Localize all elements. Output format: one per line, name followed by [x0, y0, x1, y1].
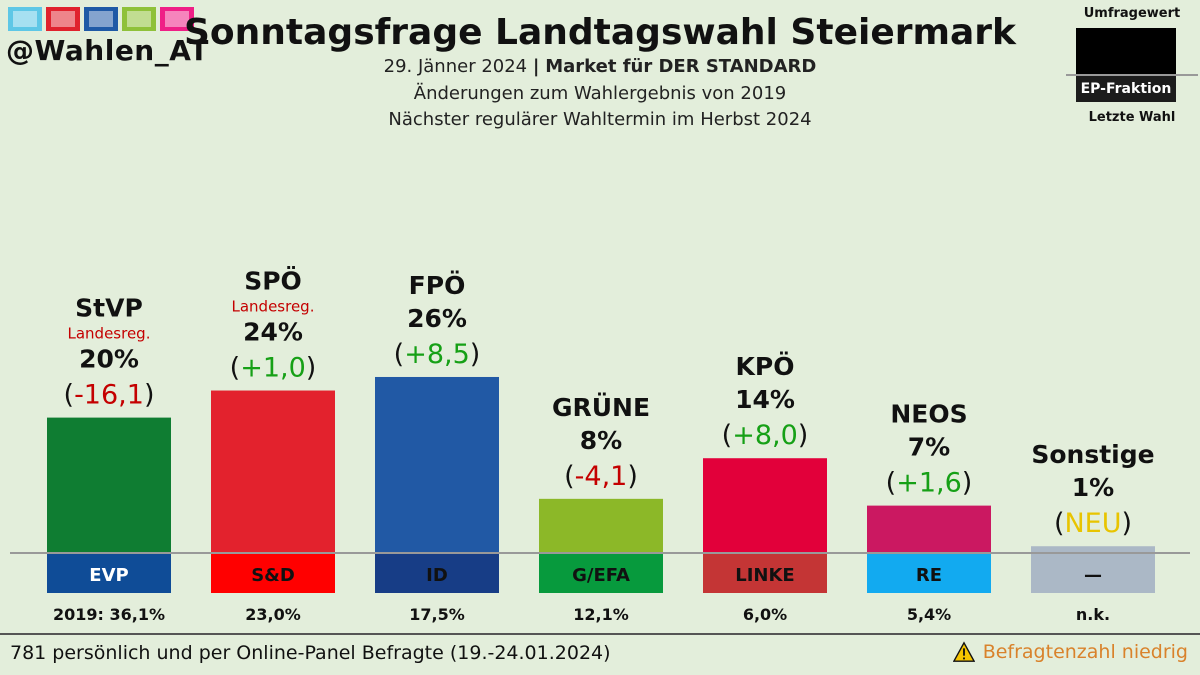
bar-party-6: Sonstige: [1031, 440, 1154, 469]
fraction-box-2: [375, 553, 499, 593]
bar-1: [211, 390, 335, 553]
last-election-3: 12,1%: [573, 605, 629, 624]
bar-change-5: (+1,6): [886, 468, 973, 499]
bar-change-6: (NEU): [1054, 508, 1132, 539]
bar-value-label-1: 24%: [243, 318, 303, 347]
bar-value-label-3: 8%: [580, 426, 622, 455]
subtitle-changes: Änderungen zum Wahlergebnis von 2019: [413, 83, 787, 104]
bar-value-label-0: 20%: [79, 345, 139, 374]
last-election-5: 5,4%: [907, 605, 951, 624]
fraction-label-3: G/EFA: [572, 565, 630, 586]
legend-last-election-label: Letzte Wahl: [1088, 110, 1176, 125]
fraction-label-4: LINKE: [735, 565, 794, 586]
bar-party-1: SPÖ: [244, 266, 302, 296]
poll-institute: Market für DER STANDARD: [545, 56, 817, 77]
bar-party-3: GRÜNE: [552, 392, 650, 422]
bar-2: [375, 376, 499, 553]
low-sample-text: Befragtenzahl niedrig: [982, 641, 1188, 663]
last-election-4: 6,0%: [743, 605, 787, 624]
fraction-label-5: RE: [916, 565, 942, 586]
legend-ep-fraction-label: EP-Fraktion: [1076, 76, 1176, 102]
fraction-box-1: [211, 553, 335, 593]
logo-block-3: [84, 7, 118, 31]
handle-label: @Wahlen_AT: [6, 34, 209, 67]
fraction-box-5: [867, 553, 991, 593]
bar-party-5: NEOS: [890, 400, 967, 429]
legend-poll-value-label: Umfragewert: [1083, 6, 1181, 21]
legend-baseline: [1066, 74, 1198, 76]
fraction-label-0: EVP: [89, 565, 128, 586]
bar-note-1: Landesreg.: [232, 298, 315, 316]
bar-note-0: Landesreg.: [68, 325, 151, 343]
subtitle-next-election: Nächster regulärer Wahltermin im Herbst …: [388, 109, 812, 130]
last-election-0: 2019: 36,1%: [53, 605, 165, 624]
chart-title: Sonntagsfrage Landtagswahl Steiermark: [184, 12, 1016, 53]
last-election-1: 23,0%: [245, 605, 301, 624]
bar-3: [539, 498, 663, 553]
fraction-label-2: ID: [426, 565, 448, 586]
bar-change-3: (-4,1): [564, 461, 638, 492]
bar-change-0: (-16,1): [64, 380, 155, 411]
poll-date: 29. Jänner 2024: [383, 56, 528, 77]
bar-6: [1031, 546, 1155, 553]
bar-change-4: (+8,0): [722, 420, 809, 451]
bar-0: [47, 417, 171, 553]
warning-icon: [952, 641, 975, 662]
bar-party-4: KPÖ: [736, 351, 795, 381]
bar-value-label-6: 1%: [1072, 473, 1114, 502]
subtitle-date-line: 29. Jänner 2024 | Market für DER STANDAR…: [0, 56, 1200, 77]
bar-party-2: FPÖ: [409, 270, 466, 300]
fraction-box-6: [1031, 553, 1155, 593]
subtitle-separator: |: [532, 56, 540, 77]
fraction-box-4: [703, 553, 827, 593]
logo-block-1: [8, 7, 42, 31]
bar-5: [867, 505, 991, 553]
bar-change-1: (+1,0): [230, 353, 317, 384]
last-election-2: 17,5%: [409, 605, 465, 624]
low-sample-warning: Befragtenzahl niedrig: [952, 641, 1188, 663]
bar-change-2: (+8,5): [394, 339, 481, 370]
fraction-box-3: [539, 553, 663, 593]
bar-value-label-5: 7%: [908, 433, 950, 462]
bar-value-label-2: 26%: [407, 304, 467, 333]
fraction-label-6: —: [1084, 565, 1102, 586]
legend-poll-value-swatch: [1076, 28, 1176, 74]
bar-chart: (-16,1) 20% Landesreg. StVP EVP 2019: 36,1% (+…: [10, 266, 1190, 624]
bar-party-0: StVP: [75, 294, 143, 323]
footer-divider: [0, 633, 1200, 635]
sample-info: 781 persönlich und per Online-Panel Befr…: [10, 642, 611, 664]
fraction-box-0: [47, 553, 171, 593]
logo-block-4: [122, 7, 156, 31]
logo-block-2: [46, 7, 80, 31]
wahlen-logo: [8, 7, 194, 31]
last-election-6: n.k.: [1076, 605, 1110, 624]
bar-value-label-4: 14%: [735, 385, 795, 414]
fraction-label-1: S&D: [251, 565, 295, 586]
logo-block-5: [160, 7, 194, 31]
bar-4: [703, 458, 827, 553]
